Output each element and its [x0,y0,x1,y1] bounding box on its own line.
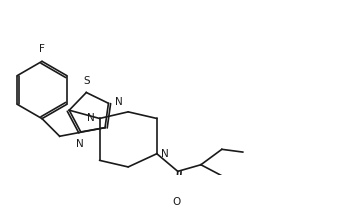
Text: N: N [161,149,169,159]
Text: N: N [115,97,122,107]
Text: S: S [84,76,90,86]
Text: F: F [39,44,45,54]
Text: O: O [172,197,180,207]
Text: N: N [76,138,84,148]
Text: N: N [87,114,95,124]
